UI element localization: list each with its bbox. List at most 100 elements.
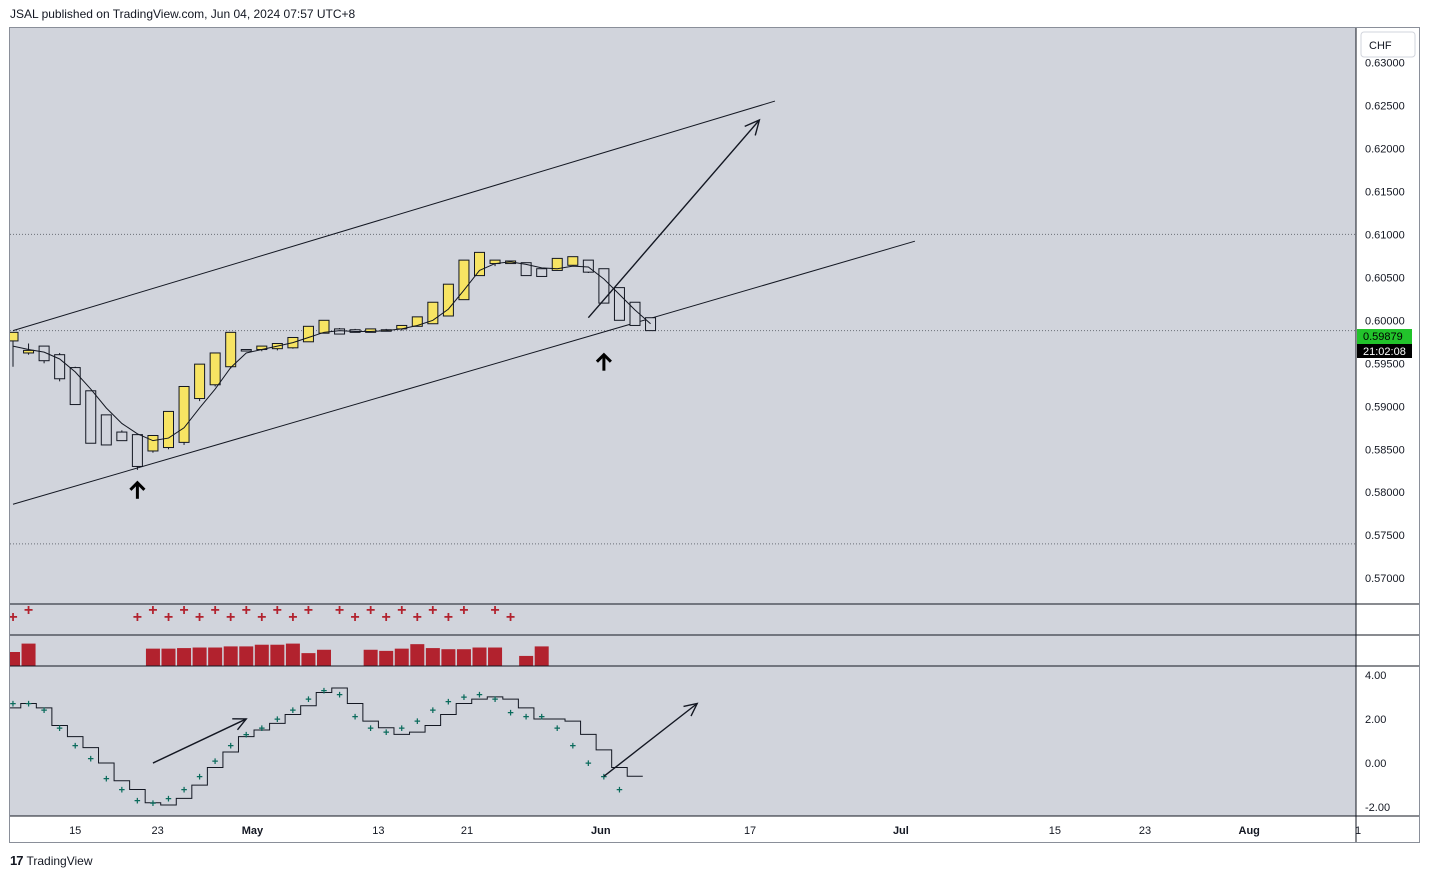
bear-candle (240, 349, 252, 352)
time-tick-label: May (242, 825, 264, 837)
oscillator-marker: + (150, 798, 156, 810)
time-tick-label: 23 (1139, 825, 1151, 837)
moving-average-line[interactable] (12, 261, 651, 442)
channel-lower-trendline[interactable] (12, 240, 916, 505)
price-tick-label: 0.61500 (1365, 186, 1405, 198)
candle-body (209, 352, 221, 386)
bear-candle (69, 366, 81, 406)
signal-plus-marker: + (148, 602, 157, 619)
bull-candle (178, 385, 190, 445)
candle-body (116, 431, 128, 442)
signal-plus-marker: + (382, 609, 391, 626)
currency-button[interactable]: CHF (1360, 31, 1416, 58)
oscillator-marker: + (103, 774, 109, 786)
candle-body (54, 354, 66, 380)
histogram-bar (519, 655, 534, 666)
signal-plus-marker: + (366, 602, 375, 619)
histogram-bar (285, 643, 300, 666)
time-tick-label: 21 (461, 825, 473, 837)
time-tick-label: 15 (1049, 825, 1061, 837)
oscillator-marker: + (616, 785, 622, 797)
signal-plus-marker: + (490, 602, 499, 619)
candle-body (613, 287, 625, 321)
oscillator-pane-background (10, 666, 1356, 816)
histogram-bar (145, 648, 160, 666)
bear-candle (536, 268, 548, 277)
footer-brand[interactable]: 17 TradingView (10, 853, 93, 868)
oscillator-projection-arrow[interactable] (152, 718, 248, 764)
candle-body (567, 256, 579, 266)
candle-body (302, 325, 314, 343)
oscillator-tick-label: 2.00 (1365, 714, 1386, 726)
last-price-tag: 0.59879 21:02:08 (1357, 329, 1412, 358)
bear-candle (131, 434, 143, 470)
oscillator-marker: + (134, 796, 140, 808)
bull-candle (474, 251, 485, 277)
projection-arrow[interactable] (587, 118, 761, 319)
price-tick-label: 0.59000 (1365, 401, 1405, 413)
chart-canvas[interactable]: + + + + + + + + + + + + + + + + + + + + + + + + + + + + + + + + + + + + + + +… (5, 28, 1419, 842)
channel-upper-trendline[interactable] (12, 100, 776, 332)
candle-body (194, 363, 206, 400)
candle-body (598, 268, 610, 304)
candle-body (520, 262, 532, 277)
candle-body (240, 349, 252, 352)
price-tick-label: 0.59500 (1365, 358, 1405, 370)
time-tick-label: Jul (893, 825, 909, 837)
candle-body (645, 317, 657, 332)
candle-body (85, 390, 97, 444)
bull-candle (209, 352, 221, 387)
arrow-head (232, 718, 248, 731)
candle-body (225, 331, 237, 368)
bear-candle (645, 317, 657, 332)
oscillator-marker: + (523, 712, 529, 724)
histogram-bar (223, 646, 238, 666)
signal-plus-marker: + (242, 602, 251, 619)
bear-candle (116, 430, 128, 442)
histogram-bar (270, 644, 285, 666)
time-axis[interactable]: 15 23 May 13 21 Jun 17 Jul 15 23 Aug 1 (69, 825, 1361, 837)
oscillator-marker: + (259, 723, 265, 735)
oscillator-marker: + (56, 723, 62, 735)
oscillator-marker: + (367, 723, 373, 735)
bull-candle (225, 331, 237, 369)
oscillator-marker: + (290, 705, 296, 717)
candle-body (147, 434, 159, 452)
arrow-head (744, 118, 761, 136)
histogram-bar (239, 646, 254, 666)
oscillator-marker: + (336, 690, 342, 702)
oscillator-marker: + (165, 793, 171, 805)
time-tick-label: Jun (591, 825, 611, 837)
candle-body (365, 328, 377, 333)
price-tick-label: 0.57500 (1365, 530, 1405, 542)
signal-plus-marker: + (133, 609, 142, 626)
oscillator-marker: + (352, 712, 358, 724)
chart-frame[interactable]: + + + + + + + + + + + + + + + + + + + + + + + + + + + + + + + + + + + + + + +… (5, 27, 1420, 843)
oscillator-scale[interactable]: 4.00 2.00 0.00 -2.00 (1365, 670, 1390, 814)
oscillator-marker: + (212, 756, 218, 768)
candle-body (163, 410, 174, 449)
oscillator-projection-arrow[interactable] (603, 702, 699, 777)
histogram-bar (363, 649, 378, 666)
oscillator-marker: + (414, 716, 420, 728)
oscillator-marker: + (476, 690, 482, 702)
candle-body (38, 345, 50, 362)
histogram-bar (254, 644, 269, 666)
histogram-bar (379, 650, 394, 666)
up-arrow-marker[interactable] (595, 352, 612, 371)
oscillator-marker: + (72, 740, 78, 752)
bear-candle (100, 414, 112, 446)
time-tick-label: Aug (1239, 825, 1260, 837)
oscillator-marker: + (601, 771, 607, 783)
countdown-label: 21:02:08 (1363, 346, 1406, 358)
oscillator-tick-label: -2.00 (1365, 802, 1390, 814)
up-arrow-marker[interactable] (129, 480, 146, 499)
oscillator-step-line[interactable] (5, 687, 643, 806)
bull-candle (458, 259, 470, 301)
price-tick-label: 0.61000 (1365, 229, 1405, 241)
price-scale[interactable]: 0.63000 0.62500 0.62000 0.61500 0.61000 0.605… (1365, 57, 1405, 585)
candle-body (458, 259, 470, 301)
candle-body (69, 367, 81, 406)
oscillator-marker: + (88, 754, 94, 766)
signal-plus-marker: + (428, 602, 437, 619)
